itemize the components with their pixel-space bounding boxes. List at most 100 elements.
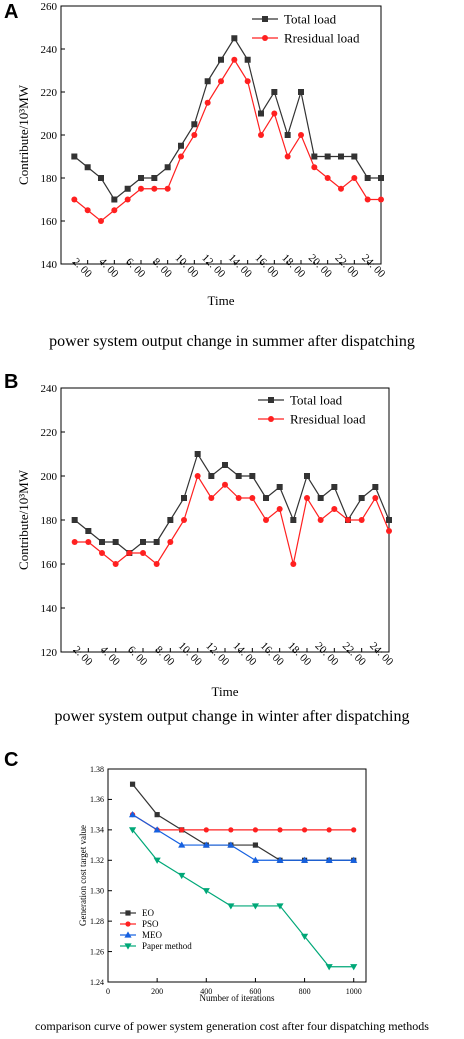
b-y-tick-label: 160 — [41, 559, 58, 571]
c-series-1-point — [301, 827, 308, 833]
c-y-tick-label: 1.38 — [90, 765, 104, 774]
b-series-1-point — [263, 517, 269, 523]
a-series-1-point — [111, 207, 118, 214]
a-series-1-point — [218, 78, 224, 85]
c-series-3-point — [227, 903, 235, 910]
b-series-1-point — [386, 528, 392, 534]
c-x-tick-label: 400 — [200, 987, 212, 996]
a-series-0-point — [378, 175, 384, 181]
b-legend-0-marker — [268, 397, 274, 403]
a-series-0-point — [98, 175, 104, 181]
a-series-1-point — [151, 185, 158, 192]
b-plot-frame — [60, 387, 390, 653]
b-x-tick-label: 8: 00 — [152, 644, 177, 669]
panel-c-letter: C — [4, 749, 19, 771]
b-x-tick-label: 18: 00 — [285, 640, 314, 669]
b-y-tick-label: 120 — [41, 647, 58, 659]
c-series-2-point — [153, 826, 161, 833]
b-series-1-line — [74, 474, 390, 565]
a-x-tick-label: 12: 00 — [199, 252, 228, 281]
panel-a-letter: A — [4, 1, 19, 23]
c-series-1-point — [203, 827, 209, 833]
b-series-1-point — [71, 539, 78, 545]
c-legend-1-label: PSO — [142, 919, 159, 929]
a-legend-0-label: Total load — [284, 12, 337, 27]
a-series-1-point — [351, 175, 358, 181]
a-series-0-point — [164, 164, 171, 171]
a-series-1-point — [311, 164, 318, 171]
c-series-3-point — [178, 872, 186, 880]
c-y-tick-label: 1.26 — [90, 947, 104, 956]
b-series-0-point — [153, 539, 160, 545]
a-series-1-point — [271, 110, 278, 117]
b-series-1-point — [331, 506, 338, 512]
c-x-tick-label: 600 — [249, 987, 261, 996]
c-series-0-point — [154, 812, 160, 818]
c-y-tick-label: 1.30 — [90, 887, 104, 896]
a-x-tick-label: 2: 00 — [70, 256, 95, 281]
a-y-tick-label: 220 — [41, 87, 58, 99]
b-series-1-point — [85, 539, 92, 545]
a-y-tick-label: 140 — [41, 259, 58, 271]
a-series-0-point — [364, 175, 371, 181]
c-series-1-point — [326, 827, 332, 833]
b-series-0-point — [372, 484, 379, 490]
b-legend-1-marker — [268, 416, 274, 422]
c-plot-frame — [107, 768, 367, 983]
c-series-3-point — [128, 827, 137, 834]
b-x-tick-label: 16: 00 — [258, 640, 287, 669]
c-series-3-line — [132, 829, 354, 968]
c-legend-0-label: EO — [142, 908, 154, 918]
b-series-0-point — [167, 517, 174, 523]
a-series-0-point — [84, 164, 91, 171]
a-series-1-point — [298, 132, 304, 138]
a-series-0-point — [204, 78, 211, 85]
a-series-1-point — [231, 56, 238, 63]
a-series-1-point — [191, 132, 198, 138]
b-series-0-point — [140, 539, 146, 545]
a-series-0-point — [338, 153, 344, 160]
a-y-tick-label: 240 — [41, 44, 58, 56]
b-series-0-point — [194, 451, 201, 457]
a-legend-1-label: Rresidual load — [284, 31, 360, 46]
a-y-tick-label: 200 — [41, 130, 58, 142]
b-series-0-point — [386, 517, 392, 523]
a-x-tick-label: 22: 00 — [333, 252, 362, 281]
a-series-1-point — [124, 196, 131, 203]
b-y-tick-label: 180 — [41, 515, 58, 527]
b-series-0-point — [85, 528, 92, 534]
a-series-0-point — [298, 89, 304, 95]
c-x-tick-label: 1000 — [346, 987, 362, 996]
b-y-axis-label: Contribute/10³MW — [16, 469, 31, 570]
c-y-axis-label: Generation cost target value — [78, 825, 88, 926]
c-series-3-point — [300, 933, 309, 940]
a-series-1-point — [98, 218, 104, 224]
c-x-tick-label: 200 — [151, 987, 163, 996]
a-series-1-point — [338, 185, 344, 192]
c-x-tick-label: 800 — [299, 987, 311, 996]
chart-c-generation-cost: 1.24 1.26 1.28 1.30 1.32 1.34 1.36 1.38 0 200 400 6… — [78, 765, 367, 1003]
c-series-3-point — [153, 857, 161, 864]
a-x-tick-label: 6: 00 — [123, 256, 148, 281]
b-series-1-point — [112, 561, 119, 567]
a-series-0-line — [73, 37, 381, 201]
c-legend-3-label: Paper method — [142, 941, 192, 951]
a-x-tick-label: 10: 00 — [173, 252, 202, 281]
c-series-1-line — [132, 814, 354, 831]
a-series-0-point — [111, 196, 118, 203]
a-series-0-point — [271, 89, 278, 95]
b-series-0-point — [276, 484, 283, 490]
c-series-1-point — [179, 827, 185, 833]
b-series-0-point — [71, 517, 78, 523]
a-x-tick-label: 4: 00 — [96, 256, 121, 281]
c-series-0-point — [252, 842, 259, 848]
b-series-0-point — [290, 517, 297, 523]
c-y-tick-label: 1.34 — [90, 826, 104, 835]
b-series-0-point — [235, 473, 242, 479]
a-x-tick-label: 8: 00 — [150, 256, 175, 281]
a-series-1-point — [258, 132, 264, 138]
c-series-2-point — [325, 856, 333, 863]
b-series-0-point — [249, 473, 256, 479]
b-series-1-point — [235, 495, 242, 501]
a-series-1-point — [364, 196, 371, 203]
